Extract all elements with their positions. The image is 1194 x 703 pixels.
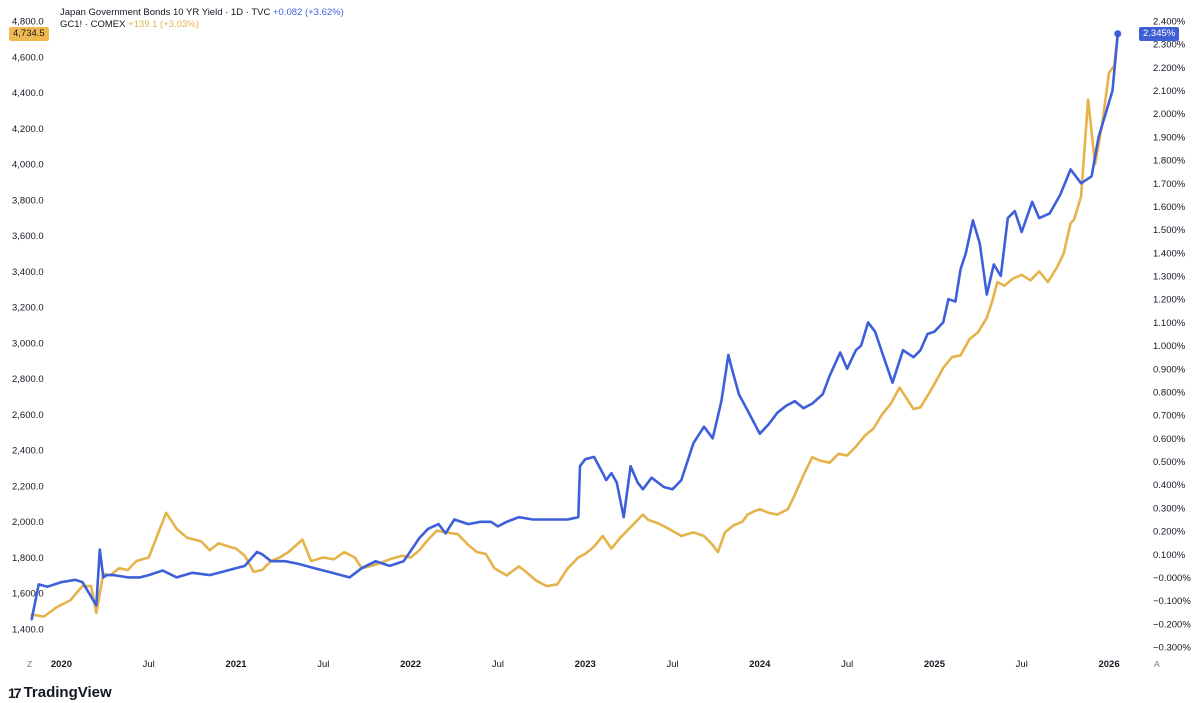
left-axis: 1,400.0 1,600.0 1,800.0 2,000.0 2,200.0 2,400… [12,17,44,636]
right-tick-label: 1.600% [1153,202,1186,213]
left-tick-label: 3,400.0 [12,267,44,278]
x-tick-label: Jul [841,659,853,670]
left-tick-label: 4,000.0 [12,160,44,171]
right-tick-label: 1.900% [1153,132,1186,143]
tradingview-logo-icon: 17 [8,684,22,701]
right-tick-label: 1.500% [1153,225,1186,236]
left-tick-label: 3,800.0 [12,195,44,206]
auto-scale-a-label[interactable]: A [1154,659,1160,669]
x-tick-label: 2021 [225,659,247,670]
right-tick-label: 2.300% [1153,40,1186,51]
left-tick-label: 1,800.0 [12,553,44,564]
left-tick-label: 2,600.0 [12,410,44,421]
left-tick-label: 4,400.0 [12,88,44,99]
plot-area [30,30,1122,621]
left-tick-label: 2,000.0 [12,517,44,528]
right-tick-label: 0.100% [1153,550,1186,561]
right-tick-label: 2.200% [1153,63,1186,74]
x-tick-label: Jul [492,659,504,670]
right-tick-label: 1.700% [1153,179,1186,190]
right-tick-label: 0.700% [1153,411,1186,422]
x-tick-label: Jul [143,659,155,670]
legend-row-jgb[interactable]: Japan Government Bonds 10 YR Yield · 1D … [60,7,344,19]
x-tick-label: 2025 [924,659,946,670]
right-tick-label: −0.100% [1153,596,1191,607]
tradingview-wordmark: TradingView [23,684,112,701]
right-tick-label: −0.000% [1153,573,1191,584]
jgb-last-point [1114,30,1122,38]
right-tick-label: 0.600% [1153,434,1186,445]
x-tick-label: 2023 [575,659,596,670]
x-tick-label: Jul [1016,659,1028,670]
right-tick-label: 1.100% [1153,318,1186,329]
right-tick-label: 1.000% [1153,341,1186,352]
right-tick-label: 2.100% [1153,86,1186,97]
right-tick-label: 2.000% [1153,109,1186,120]
right-tick-label: −0.300% [1153,643,1191,654]
right-tick-label: 0.800% [1153,387,1186,398]
x-axis: 2020 Jul 2021 Jul 2022 Jul 2023 Jul 2024 Jul 2025 J… [51,659,1120,670]
right-tick-label: 1.400% [1153,248,1186,259]
x-tick-label: 2024 [749,659,771,670]
tradingview-logo[interactable]: 17 TradingView [8,684,112,701]
right-tick-label: 1.800% [1153,156,1186,167]
x-tick-label: 2020 [51,659,72,670]
right-tick-label: 1.200% [1153,295,1186,306]
x-tick-label: Jul [666,659,678,670]
x-tick-label: 2022 [400,659,421,670]
right-tick-label: 0.900% [1153,364,1186,375]
right-tick-label: −0.200% [1153,619,1191,630]
left-tick-label: 4,600.0 [12,52,44,63]
right-tick-label: 2.400% [1153,17,1186,28]
left-tick-label: 1,600.0 [12,589,44,600]
left-tick-label: 4,200.0 [12,124,44,135]
gold-futures-line[interactable] [30,31,1120,618]
left-tick-label: 4,800.0 [12,17,44,28]
timezone-z-label[interactable]: Z [27,659,32,669]
left-tick-label: 1,400.0 [12,625,44,636]
left-tick-label: 2,200.0 [12,481,44,492]
left-tick-label: 2,400.0 [12,446,44,457]
legend-jgb-name: Japan Government Bonds 10 YR Yield · 1D … [60,7,271,18]
legend-gold-change: +139.1 (+3.03%) [128,19,199,30]
right-tick-label: 0.400% [1153,480,1186,491]
last-value-badge-gold: 4,734.5 [9,27,49,41]
right-tick-label: 0.300% [1153,503,1186,514]
chart-legend: Japan Government Bonds 10 YR Yield · 1D … [60,7,344,31]
left-tick-label: 3,600.0 [12,231,44,242]
jgb-yield-line[interactable] [30,32,1120,621]
left-tick-label: 2,800.0 [12,374,44,385]
legend-row-gold[interactable]: GC1! · COMEX +139.1 (+3.03%) [60,19,344,31]
right-tick-label: 0.500% [1153,457,1186,468]
legend-jgb-change: +0.082 (+3.62%) [272,7,344,18]
x-tick-label: Jul [317,659,329,670]
left-tick-label: 3,000.0 [12,338,44,349]
legend-gold-name: GC1! · COMEX [60,19,126,30]
last-value-badge-jgb: 2.345% [1139,27,1180,41]
right-axis: −0.300% −0.200% −0.100% −0.000% 0.100% 0.200%… [1153,17,1191,654]
left-tick-label: 3,200.0 [12,303,44,314]
right-tick-label: 0.200% [1153,527,1186,538]
x-tick-label: 2026 [1098,659,1119,670]
right-tick-label: 1.300% [1153,272,1186,283]
